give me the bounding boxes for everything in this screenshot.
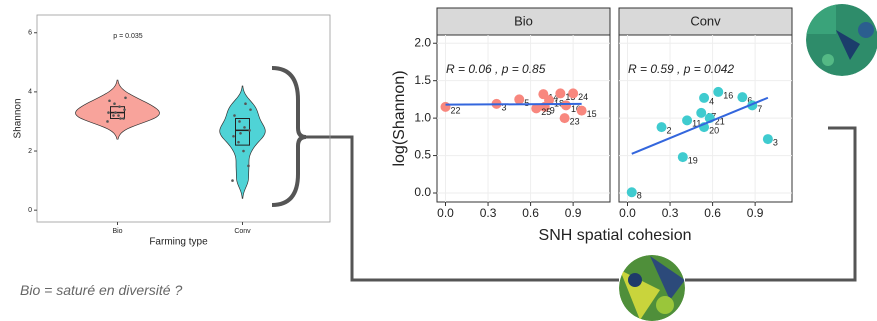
point-label: 4 bbox=[709, 96, 714, 106]
fit-line bbox=[446, 104, 582, 105]
point-label: 7 bbox=[757, 104, 762, 114]
box bbox=[236, 119, 250, 146]
map-image bbox=[619, 255, 685, 321]
data-point bbox=[243, 126, 246, 129]
data-point bbox=[107, 111, 110, 114]
data-point bbox=[231, 179, 234, 182]
x-tick-label: 0.3 bbox=[662, 206, 679, 220]
point-label: 23 bbox=[570, 117, 580, 127]
data-point bbox=[627, 187, 637, 197]
data-point bbox=[577, 106, 587, 116]
annotation: R = 0.59 , p = 0.042 bbox=[628, 62, 734, 76]
facet-title: Bio bbox=[514, 13, 533, 28]
data-point bbox=[678, 152, 688, 162]
map-image bbox=[806, 4, 877, 76]
data-point bbox=[114, 111, 117, 114]
data-point bbox=[763, 134, 773, 144]
data-point bbox=[237, 141, 240, 144]
x-axis-label: Farming type bbox=[149, 237, 208, 248]
annotation: p = 0.035 bbox=[113, 33, 142, 40]
data-point bbox=[244, 102, 247, 105]
y-tick-label: 1.0 bbox=[414, 110, 431, 124]
data-point bbox=[682, 115, 692, 125]
data-point bbox=[568, 88, 578, 98]
data-point bbox=[238, 120, 241, 123]
x-tick-label: 0.6 bbox=[522, 206, 539, 220]
point-label: 22 bbox=[451, 105, 461, 115]
facet-title: Conv bbox=[690, 13, 721, 28]
figure: 0246ShannonFarming typep = 0.035BioConvB… bbox=[0, 0, 877, 321]
data-point bbox=[242, 150, 245, 153]
point-label: 3 bbox=[773, 137, 778, 147]
data-point bbox=[112, 114, 115, 117]
data-point bbox=[737, 92, 747, 102]
data-point bbox=[696, 108, 706, 118]
y-tick-label: 6 bbox=[28, 30, 32, 37]
y-tick-label: 1.5 bbox=[414, 73, 431, 87]
page: 0246ShannonFarming typep = 0.035BioConvB… bbox=[0, 0, 877, 321]
data-point bbox=[249, 108, 252, 111]
data-point bbox=[713, 87, 723, 97]
caption: Bio = saturé en diversité ? bbox=[20, 282, 182, 298]
x-axis-label: SNH spatial cohesion bbox=[539, 227, 692, 244]
point-label: 2 bbox=[667, 125, 672, 135]
y-tick-label: 2 bbox=[28, 148, 32, 155]
data-point bbox=[561, 100, 571, 110]
data-point bbox=[122, 117, 125, 120]
point-label: 25 bbox=[541, 107, 551, 117]
data-point bbox=[555, 88, 565, 98]
data-point bbox=[657, 122, 667, 132]
point-label: 20 bbox=[709, 125, 719, 135]
data-point bbox=[248, 129, 251, 132]
y-tick-label: 0.5 bbox=[414, 148, 431, 162]
x-tick-label: Conv bbox=[234, 228, 251, 235]
data-point bbox=[118, 105, 121, 108]
point-label: 5 bbox=[524, 98, 529, 108]
data-point bbox=[106, 120, 109, 123]
data-point bbox=[123, 108, 126, 111]
data-point bbox=[699, 93, 709, 103]
data-point bbox=[247, 165, 250, 168]
point-label: 8 bbox=[637, 191, 642, 201]
point-label: 16 bbox=[723, 90, 733, 100]
point-label: 15 bbox=[587, 109, 597, 119]
data-point bbox=[108, 99, 111, 102]
data-point bbox=[113, 102, 116, 105]
annotation: R = 0.06 , p = 0.85 bbox=[446, 62, 546, 76]
x-tick-label: 0.0 bbox=[619, 206, 636, 220]
data-point bbox=[232, 135, 235, 138]
brace bbox=[272, 68, 306, 205]
data-point bbox=[119, 117, 122, 120]
y-axis-label: Shannon bbox=[13, 98, 24, 138]
x-tick-label: 0.0 bbox=[437, 206, 454, 220]
y-tick-label: 2.0 bbox=[414, 35, 431, 49]
y-tick-label: 4 bbox=[28, 89, 32, 96]
point-label: 19 bbox=[688, 155, 698, 165]
point-label: 24 bbox=[578, 92, 588, 102]
data-point bbox=[124, 97, 127, 100]
data-point bbox=[441, 102, 451, 112]
x-tick-label: 0.3 bbox=[480, 206, 497, 220]
y-tick-label: 0 bbox=[28, 207, 32, 214]
x-tick-label: 0.9 bbox=[747, 206, 764, 220]
y-axis-label: log(Shannon) bbox=[391, 70, 408, 166]
data-point bbox=[239, 132, 242, 135]
x-tick-label: 0.6 bbox=[704, 206, 721, 220]
x-tick-label: 0.9 bbox=[565, 206, 582, 220]
data-point bbox=[560, 113, 570, 123]
x-tick-label: Bio bbox=[112, 228, 122, 235]
data-point bbox=[514, 94, 524, 104]
y-tick-label: 0.0 bbox=[414, 185, 431, 199]
data-point bbox=[233, 114, 236, 117]
data-point bbox=[117, 114, 120, 117]
